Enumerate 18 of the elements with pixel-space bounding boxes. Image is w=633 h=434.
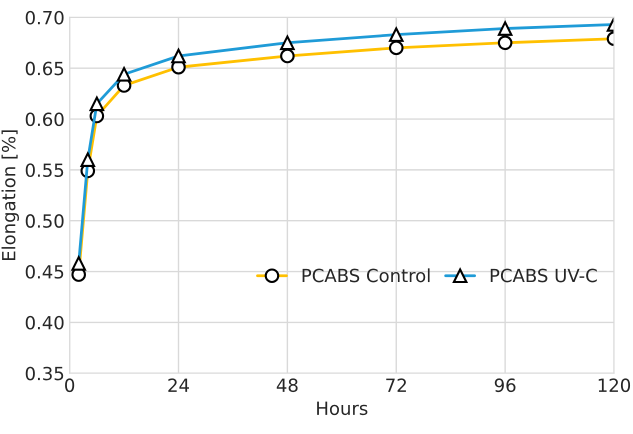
legend-label: PCABS Control bbox=[302, 268, 430, 282]
y-tick-label: 0.65 bbox=[26, 62, 64, 76]
x-tick-label: 0 bbox=[65, 378, 74, 392]
y-tick-label: 0.55 bbox=[26, 163, 64, 177]
y-axis-title: Elongation [%] bbox=[2, 130, 20, 260]
y-tick-label: 0.60 bbox=[26, 112, 64, 126]
y-tick-label: 0.70 bbox=[26, 10, 64, 24]
x-tick-label: 24 bbox=[168, 378, 189, 392]
x-tick-label: 72 bbox=[386, 378, 406, 392]
y-tick-label: 0.45 bbox=[26, 265, 64, 279]
y-tick-label: 0.40 bbox=[26, 316, 64, 330]
x-tick-label: 120 bbox=[598, 378, 630, 392]
y-tick-label: 0.50 bbox=[26, 214, 64, 228]
x-axis-title: Hours bbox=[317, 402, 368, 416]
x-tick-label: 48 bbox=[276, 378, 298, 392]
y-tick-label: 0.35 bbox=[26, 366, 64, 380]
x-tick-label: 96 bbox=[494, 378, 516, 392]
legend-label: PCABS UV-C bbox=[490, 268, 597, 282]
